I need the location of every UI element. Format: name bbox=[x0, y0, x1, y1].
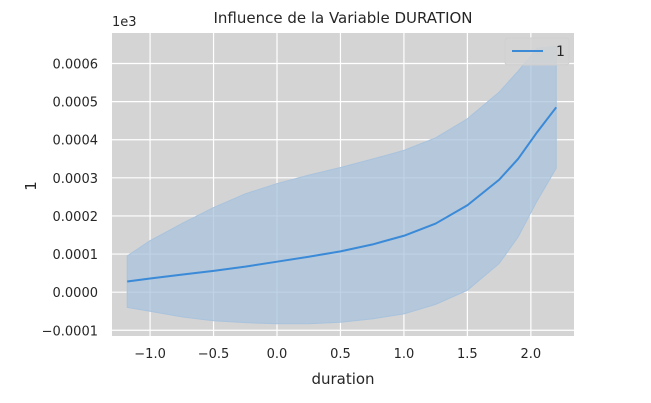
x-tick-labels: −1.0 −0.5 0.0 0.5 1.0 1.5 2.0 bbox=[134, 347, 541, 362]
x-tick-label: −1.0 bbox=[134, 347, 166, 362]
y-offset-label: 1e3 bbox=[112, 15, 137, 30]
x-tick-label: 0.0 bbox=[267, 347, 288, 362]
x-tick-label: 1.5 bbox=[457, 347, 478, 362]
y-tick-label: 0.0002 bbox=[53, 210, 99, 225]
y-tick-label: 0.0006 bbox=[53, 57, 99, 72]
legend-entry-1: 1 bbox=[556, 44, 565, 60]
x-tick-label: 1.0 bbox=[394, 347, 415, 362]
x-tick-label: −0.5 bbox=[198, 347, 230, 362]
x-tick-label: 0.5 bbox=[330, 347, 351, 362]
y-tick-label: 0.0005 bbox=[53, 96, 99, 111]
legend: 1 bbox=[504, 37, 570, 66]
chart-title: Influence de la Variable DURATION bbox=[213, 9, 472, 27]
y-tick-label: 0.0004 bbox=[53, 134, 99, 149]
series-line-1 bbox=[127, 106, 558, 283]
y-tick-label: 0.0000 bbox=[53, 286, 99, 301]
y-tick-label: 0.0001 bbox=[53, 248, 99, 263]
y-tick-labels: −0.0001 0.0000 0.0001 0.0002 0.0003 0.0004 0.0… bbox=[42, 57, 98, 339]
x-axis-label: duration bbox=[311, 370, 374, 388]
y-tick-label: −0.0001 bbox=[42, 324, 98, 339]
x-tick-label: 2.0 bbox=[521, 347, 542, 362]
y-axis-label: 1 bbox=[22, 181, 40, 191]
y-tick-label: 0.0003 bbox=[53, 172, 99, 187]
confidence-band-series-1 bbox=[126, 45, 557, 325]
confidence-band bbox=[126, 45, 557, 325]
series-lines bbox=[127, 106, 558, 283]
